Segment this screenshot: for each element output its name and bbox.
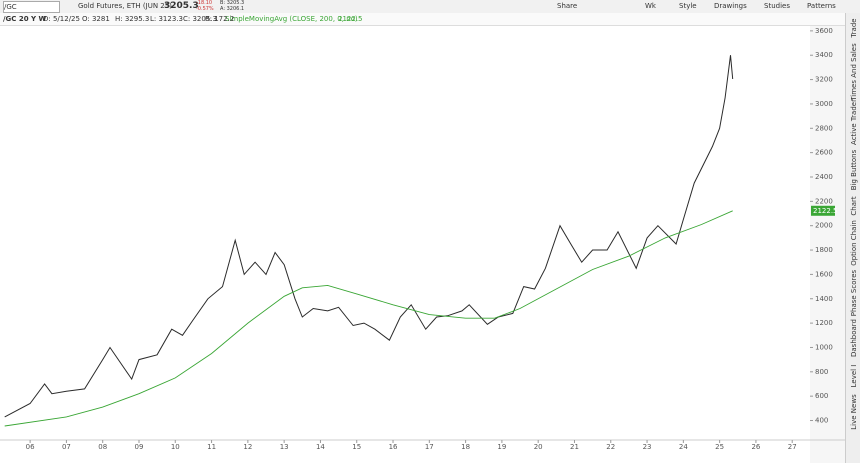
ohlc-field: L: 3123.3 (150, 15, 183, 23)
y-tick-label: 1800 (815, 246, 833, 254)
study-value: 2122.5 (338, 15, 363, 23)
change: -18.10 (196, 0, 213, 6)
side-tab-label: Active Trader (850, 99, 858, 145)
y-tick-label: 400 (815, 417, 828, 425)
y-tick-label: 1000 (815, 343, 833, 351)
x-tick-label: 23 (643, 443, 652, 451)
x-tick-label: 10 (171, 443, 180, 451)
y-tick-label: 2200 (815, 197, 833, 205)
chart-name: /GC 20 Y W (3, 15, 47, 23)
y-tick-label: 600 (815, 392, 828, 400)
side-tab-label: Live News (850, 394, 858, 430)
y-tick-label: 1400 (815, 295, 833, 303)
x-tick-label: 16 (389, 443, 398, 451)
x-tick-label: 06 (26, 443, 35, 451)
side-tab-label: Times And Sales (850, 43, 858, 101)
x-tick-label: 25 (715, 443, 724, 451)
x-tick-label: 15 (352, 443, 361, 451)
x-tick-label: 12 (243, 443, 252, 451)
ohlc-field: O: 3281 (82, 15, 110, 23)
x-tick-label: 09 (135, 443, 144, 451)
y-tick-label: 2800 (815, 124, 833, 132)
x-tick-label: 07 (62, 443, 71, 451)
y-tick-label: 1200 (815, 319, 833, 327)
patterns-button[interactable]: Patterns (807, 2, 836, 10)
y-tick-label: 2400 (815, 173, 833, 181)
studies-button[interactable]: Studies (764, 2, 790, 10)
ohlc-field: D: 5/12/25 (43, 15, 80, 23)
toolbar: /GC Gold Futures, ETH (JUN 25) 3205.3 -1… (0, 0, 860, 14)
ohlc-field: C: 3205.3 (183, 15, 217, 23)
y-tick-label: 3200 (815, 76, 833, 84)
share-button[interactable]: Share (557, 2, 578, 10)
y-tick-label: 2000 (815, 222, 833, 230)
side-tab-label: Option Chain (850, 220, 858, 266)
last-price: 3205.3 (164, 1, 199, 11)
y-tick-label: 3000 (815, 100, 833, 108)
x-tick-label: 18 (461, 443, 470, 451)
y-tick-label: 800 (815, 368, 828, 376)
side-tab-label: Chart (850, 196, 858, 216)
drawings-button[interactable]: Drawings (714, 2, 747, 10)
x-tick-label: 11 (207, 443, 216, 451)
x-tick-label: 22 (606, 443, 615, 451)
ohlc-field: H: 3295.3 (115, 15, 150, 23)
bid: B: 3205.3 (220, 0, 245, 6)
side-tab-label: Dashboard (850, 319, 858, 357)
ask: A: 3206.1 (220, 6, 245, 12)
x-tick-label: 14 (316, 443, 325, 451)
y-tick-label: 3600 (815, 27, 833, 35)
x-tick-label: 20 (534, 443, 543, 451)
series-line (4, 210, 733, 427)
x-tick-label: 26 (751, 443, 760, 451)
study-name: SimpleMovingAvg (CLOSE, 200, 0, no) (225, 15, 358, 23)
study-value-label: 2122.5 (813, 207, 838, 215)
info-bar: /GC 20 Y W SimpleMovingAvg (CLOSE, 200, … (0, 13, 845, 26)
y-tick-label: 2600 (815, 149, 833, 157)
side-tab-label: Big Buttons (850, 149, 858, 191)
symbol-input[interactable]: /GC (3, 1, 60, 13)
side-tab-label: Level I (850, 364, 858, 388)
aggregation-button[interactable]: Wk (645, 2, 656, 10)
study-value-box (811, 205, 835, 216)
side-tab-label: Phase Scores (850, 269, 858, 317)
change-pct: -0.57% (196, 6, 214, 12)
series-line (4, 55, 734, 418)
x-tick-label: 17 (425, 443, 434, 451)
x-tick-label: 24 (679, 443, 688, 451)
y-tick-label: 1600 (815, 270, 833, 278)
side-tab-label: Trade (850, 18, 858, 38)
ohlc-field: R: 172.2 (205, 15, 235, 23)
x-tick-label: 13 (280, 443, 289, 451)
description: Gold Futures, ETH (JUN 25) (78, 2, 172, 10)
x-tick-label: 21 (570, 443, 579, 451)
style-button[interactable]: Style (679, 2, 697, 10)
chart: 4006008001000120014001600180020002200240… (0, 26, 845, 463)
y-tick-label: 3400 (815, 51, 833, 59)
x-tick-label: 19 (497, 443, 506, 451)
price-axis (810, 26, 845, 463)
x-tick-label: 27 (788, 443, 797, 451)
side-tabs: Trade Times And Sales Active Trader Big But… (845, 13, 860, 463)
x-tick-label: 08 (98, 443, 107, 451)
